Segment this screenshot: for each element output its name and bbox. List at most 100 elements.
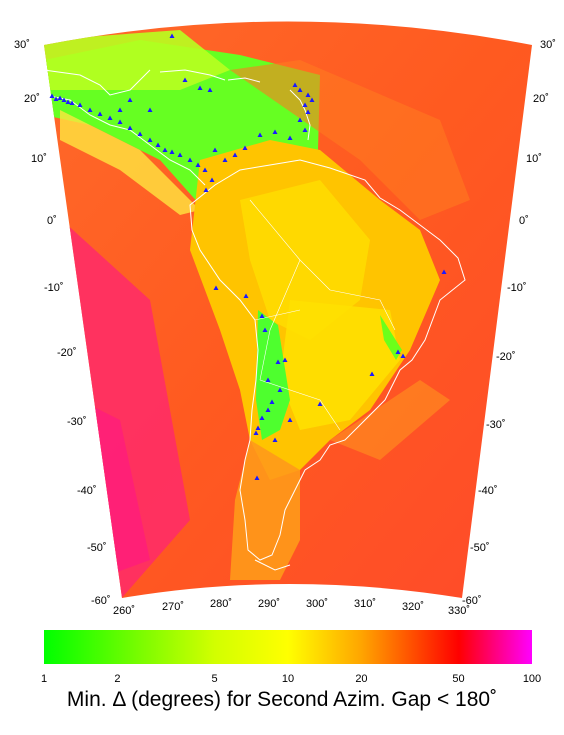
station-marker (97, 111, 103, 116)
station-marker (259, 313, 265, 318)
station-marker (87, 107, 93, 112)
lat-label-m40-left: -40˚ (77, 485, 97, 497)
station-marker (309, 97, 315, 102)
station-marker (57, 95, 63, 100)
station-marker (269, 399, 275, 404)
station-marker (441, 269, 447, 274)
station-marker (53, 96, 59, 101)
station-marker (177, 152, 183, 157)
coastlines (43, 69, 466, 571)
station-marker (232, 152, 238, 157)
colorbar-tick-label: 1 (41, 673, 47, 685)
station-marker (212, 147, 218, 152)
south-america-coastline (189, 159, 466, 561)
caption-prefix: Min. (66, 688, 113, 711)
colorbar-tick-label: 2 (114, 673, 120, 685)
station-marker (265, 377, 271, 382)
lat-label-30-left: 30˚ (14, 39, 30, 51)
station-marker (305, 92, 311, 97)
station-marker (297, 117, 303, 122)
station-marker (202, 167, 208, 172)
station-marker (259, 415, 265, 420)
station-marker (147, 107, 153, 112)
lat-label-m10-left: -10˚ (44, 282, 64, 294)
station-marker (162, 147, 168, 152)
station-marker (117, 107, 123, 112)
station-marker (127, 97, 133, 102)
station-marker (213, 285, 219, 290)
station-marker (187, 157, 193, 162)
lat-label-m40-right: -40˚ (478, 485, 498, 497)
station-marker (117, 119, 123, 124)
lat-label-m50-right: -50˚ (470, 542, 490, 554)
station-marker (305, 109, 311, 114)
colorbar: 1 2 5 10 20 50 100 (41, 630, 541, 685)
station-marker (297, 87, 303, 92)
lat-label-0-right: 0˚ (519, 215, 529, 227)
lat-label-m30-left: -30˚ (67, 416, 87, 428)
lon-label-270: 270˚ (162, 601, 184, 613)
station-marker (292, 82, 298, 87)
lon-label-330: 330˚ (448, 605, 470, 617)
lat-label-m60-right: -60˚ (462, 595, 482, 607)
station-marker (369, 371, 375, 376)
station-marker (282, 357, 288, 362)
station-marker (182, 77, 188, 82)
lat-label-m50-left: -50˚ (87, 542, 107, 554)
station-marker (265, 407, 271, 412)
cuba-coastline (159, 69, 226, 81)
hispaniola-coastline (227, 77, 261, 83)
station-marker (147, 137, 153, 142)
station-marker (287, 417, 293, 422)
station-marker (65, 99, 71, 104)
lat-label-30-right: 30˚ (540, 39, 556, 51)
lat-label-m20-left: -20˚ (57, 347, 77, 359)
station-marker (197, 85, 203, 90)
station-marker (317, 401, 323, 406)
station-marker (395, 349, 401, 354)
caribbean-islands (289, 89, 311, 141)
station-marker (242, 145, 248, 150)
station-marker (203, 187, 209, 192)
lat-label-m10-right: -10˚ (507, 282, 527, 294)
station-marker (243, 293, 249, 298)
country-borders (249, 199, 396, 431)
station-marker (253, 430, 259, 435)
caption-suffix: (degrees) for Second Azim. Gap < 180˚ (125, 688, 498, 711)
lon-labels: 260˚ 270˚ 280˚ 290˚ 300˚ 310˚ 320˚ 330˚ (113, 598, 470, 617)
lat-label-m60-left: -60˚ (91, 595, 111, 607)
station-marker (254, 475, 260, 480)
lat-label-20-right: 20˚ (533, 93, 549, 105)
lon-label-280: 280˚ (210, 598, 232, 610)
station-marker (302, 102, 308, 107)
colorbar-caption: Min. Δ (degrees) for Second Azim. Gap < … (0, 688, 564, 712)
lon-label-300: 300˚ (306, 598, 328, 610)
colorbar-tick-label: 20 (355, 673, 367, 685)
colorbar-ticks: 1 2 5 10 20 50 100 (41, 673, 541, 685)
station-marker (302, 127, 308, 132)
station-marker (400, 353, 406, 358)
station-marker (169, 33, 175, 38)
station-marker (137, 131, 143, 136)
station-marker (107, 115, 113, 120)
colorbar-tick-label: 100 (523, 673, 541, 685)
station-marker (272, 437, 278, 442)
mexico-coastline (43, 69, 151, 96)
station-marker (49, 93, 55, 98)
station-marker (209, 177, 215, 182)
station-marker (287, 135, 293, 140)
station-marker (255, 425, 261, 430)
lat-label-m20-right: -20˚ (496, 351, 516, 363)
station-marker (195, 162, 201, 167)
lat-label-0-left: 0˚ (47, 215, 57, 227)
lat-label-m30-right: -30˚ (486, 419, 506, 431)
station-marker (272, 129, 278, 134)
lat-label-10-right: 10˚ (526, 153, 542, 165)
colorbar-tick-label: 50 (452, 673, 464, 685)
station-marker (262, 327, 268, 332)
stations (49, 33, 447, 480)
station-marker (222, 157, 228, 162)
station-marker (127, 125, 133, 130)
lon-label-290: 290˚ (258, 598, 280, 610)
